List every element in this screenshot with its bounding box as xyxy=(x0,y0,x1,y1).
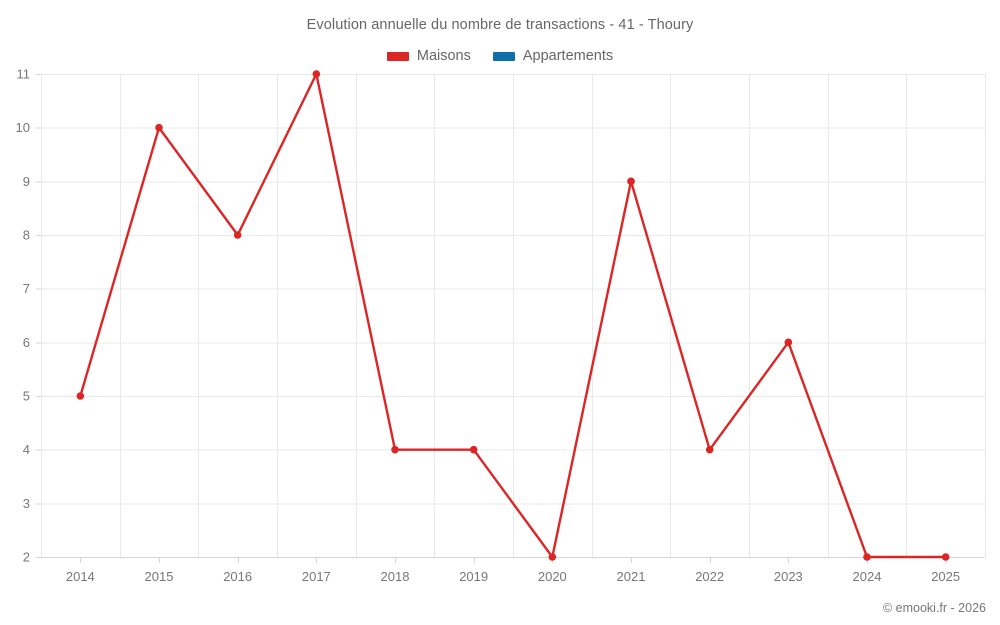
x-axis-tick-labels: 2014 2015 2016 2017 2018 2019 2020 2021 2022 2023… xyxy=(66,569,960,584)
data-point-marker[interactable] xyxy=(391,445,399,454)
legend-swatch-maisons xyxy=(386,51,409,61)
x-tick-label: 2018 xyxy=(381,569,410,584)
x-tick-label: 2025 xyxy=(931,569,960,584)
data-point-marker[interactable] xyxy=(155,123,163,132)
y-tick-label: 11 xyxy=(17,67,31,82)
y-tick-label: 9 xyxy=(23,174,30,189)
axes xyxy=(36,74,985,563)
x-tick-label: 2017 xyxy=(302,569,331,584)
chart-title: Evolution annuelle du nombre de transact… xyxy=(306,17,694,33)
x-tick-label: 2014 xyxy=(66,569,95,584)
y-tick-label: 7 xyxy=(23,281,30,296)
chart-legend: Maisons Appartements xyxy=(0,46,1000,66)
x-tick-label: 2016 xyxy=(223,569,252,584)
data-series xyxy=(76,70,950,561)
legend-label-appartements: Appartements xyxy=(522,48,614,64)
data-point-marker[interactable] xyxy=(705,445,714,454)
y-axis-tick-labels: 2 3 4 5 6 7 8 9 10 11 xyxy=(16,67,30,565)
data-point-marker[interactable] xyxy=(784,338,793,347)
data-point-marker[interactable] xyxy=(941,553,950,561)
data-point-marker[interactable] xyxy=(627,177,635,186)
y-tick-label: 3 xyxy=(23,496,30,511)
gridlines xyxy=(41,74,986,558)
x-tick-label: 2019 xyxy=(459,569,488,584)
data-point-marker[interactable] xyxy=(76,392,85,400)
data-point-marker[interactable] xyxy=(863,553,871,561)
y-tick-label: 8 xyxy=(23,228,30,243)
x-tick-label: 2022 xyxy=(695,569,724,584)
legend-item-appartements[interactable]: Appartements xyxy=(492,48,614,64)
series-line-maisons xyxy=(79,72,947,559)
x-tick-label: 2023 xyxy=(774,569,803,584)
legend-item-maisons[interactable]: Maisons xyxy=(386,48,471,64)
y-tick-label: 2 xyxy=(23,550,30,565)
y-tick-label: 4 xyxy=(23,442,30,457)
legend-label-maisons: Maisons xyxy=(416,48,471,64)
x-tick-label: 2020 xyxy=(538,569,567,584)
y-tick-label: 10 xyxy=(16,120,30,135)
data-point-marker[interactable] xyxy=(233,231,242,239)
legend-swatch-appartements xyxy=(492,51,515,61)
data-point-marker[interactable] xyxy=(312,70,321,78)
y-tick-label: 5 xyxy=(23,389,30,404)
data-point-marker[interactable] xyxy=(469,445,478,454)
data-point-marker[interactable] xyxy=(548,553,557,561)
copyright-credit: © emooki.fr - 2026 xyxy=(882,601,986,615)
y-tick-label: 6 xyxy=(23,335,30,350)
x-tick-label: 2024 xyxy=(853,569,882,584)
x-tick-label: 2015 xyxy=(145,569,174,584)
x-tick-label: 2021 xyxy=(617,569,646,584)
